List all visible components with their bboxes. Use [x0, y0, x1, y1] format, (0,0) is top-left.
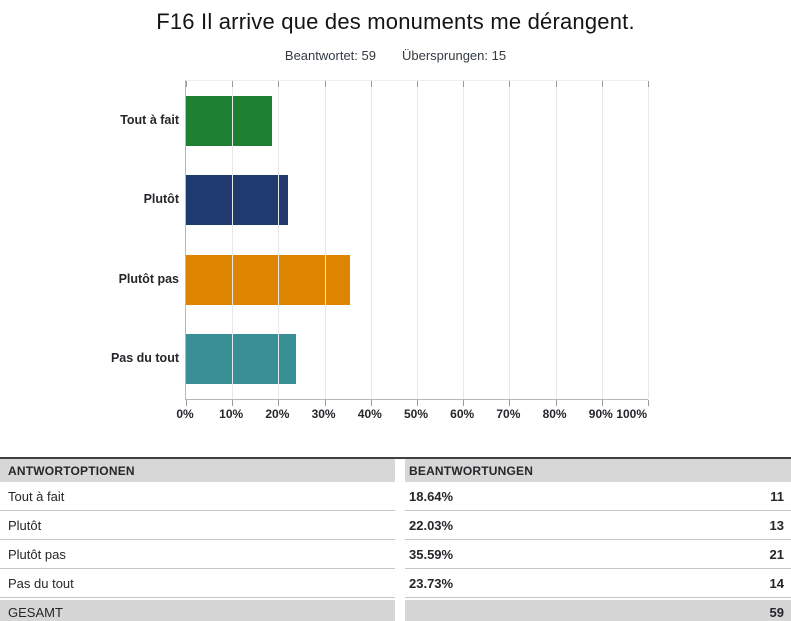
tick-mark [601, 81, 603, 87]
category-axis: Tout à fait Plutôt Plutôt pas Pas du tout [0, 80, 185, 398]
tick-mark [648, 400, 649, 406]
tick-mark [232, 81, 234, 87]
total-label: GESAMT [0, 600, 395, 621]
column-gap [395, 459, 405, 482]
count-cell: 13 [769, 517, 784, 533]
gridline [555, 81, 557, 399]
tick-mark [601, 400, 603, 406]
category-label: Plutôt [143, 192, 179, 207]
x-axis-label: 30% [311, 407, 336, 421]
table-header-responses: BEANTWORTUNGEN [409, 463, 534, 478]
tick-mark [278, 81, 280, 87]
tick-mark [417, 400, 418, 406]
tick-mark [370, 400, 372, 406]
percent-cell: 18.64% [409, 488, 454, 504]
x-axis-label: 80% [542, 407, 567, 421]
bars [186, 81, 648, 399]
count-cell: 21 [769, 546, 784, 562]
bar-chart: Tout à fait Plutôt Plutôt pas Pas du tout 0… [0, 80, 791, 424]
tick-mark [555, 81, 557, 87]
tick-mark [648, 81, 649, 87]
question-title: F16 Il arrive que des monuments me déran… [156, 9, 635, 34]
gridline [324, 81, 326, 399]
tick-mark [232, 400, 234, 406]
column-gap [395, 511, 405, 540]
tick-mark [509, 400, 511, 406]
tick-mark [370, 81, 372, 87]
tick-mark [555, 400, 557, 406]
tick-mark [186, 400, 187, 406]
tick-mark [186, 81, 187, 87]
total-count: 59 [769, 604, 784, 620]
option-cell: Pas du tout [0, 569, 395, 598]
answered-stat: Beantwortet: 59 [284, 48, 376, 63]
x-axis-label: 70% [496, 407, 521, 421]
column-gap [395, 600, 405, 621]
bar-plutôt-pas [186, 254, 351, 305]
bar-tout-à-fait [186, 95, 273, 146]
gridline [278, 81, 280, 399]
bar-pas-du-tout [186, 334, 296, 385]
option-cell: Plutôt pas [0, 540, 395, 569]
option-cell: Tout à fait [0, 482, 395, 511]
table-header-options: ANTWORTOPTIONEN [0, 459, 395, 482]
option-cell: Plutôt [0, 511, 395, 540]
column-gap [395, 569, 405, 598]
x-axis-label: 40% [357, 407, 382, 421]
table-row: Tout à fait 18.64% 11 [0, 482, 791, 511]
gridline [509, 81, 511, 399]
tick-mark [324, 81, 326, 87]
column-gap [395, 482, 405, 511]
percent-cell: 23.73% [409, 575, 454, 591]
gridline [232, 81, 234, 399]
tick-mark [324, 400, 326, 406]
bar-plutôt [186, 175, 288, 226]
tick-mark [278, 400, 280, 406]
x-axis: 0% 10% 20% 30% 40% 50% 60% 70% 80% 90% 100% [176, 400, 647, 424]
count-cell: 11 [770, 488, 784, 504]
response-stats: Beantwortet: 59 Übersprungen: 15 [0, 48, 791, 63]
results-table: ANTWORTOPTIONEN BEANTWORTUNGEN Tout à fa… [0, 457, 791, 621]
total-row: GESAMT 59 [0, 600, 791, 621]
x-axis-label: 60% [450, 407, 475, 421]
category-label: Plutôt pas [118, 271, 179, 286]
x-axis-label: 10% [219, 407, 244, 421]
table-row: Pas du tout 23.73% 14 [0, 569, 791, 598]
tick-mark [417, 81, 418, 87]
x-axis-label: 50% [403, 407, 429, 421]
tick-mark [463, 81, 465, 87]
x-axis-label: 100% [616, 407, 647, 421]
percent-cell: 22.03% [409, 517, 454, 533]
tick-mark [509, 81, 511, 87]
skipped-stat: Übersprungen: 15 [402, 48, 507, 63]
gridline [370, 81, 372, 399]
x-axis-label: 0% [176, 407, 194, 421]
gridline [463, 81, 465, 399]
gridline [417, 81, 418, 399]
x-axis-label: 90% [588, 407, 613, 421]
table-row: Plutôt pas 35.59% 21 [0, 540, 791, 569]
table-row: Plutôt 22.03% 13 [0, 511, 791, 540]
category-label: Pas du tout [110, 351, 179, 366]
gridline [601, 81, 603, 399]
category-label: Tout à fait [120, 112, 179, 127]
column-gap [395, 540, 405, 569]
tick-mark [463, 400, 465, 406]
count-cell: 14 [769, 575, 784, 591]
plot-area [185, 80, 649, 406]
table-header-row: ANTWORTOPTIONEN BEANTWORTUNGEN [0, 459, 791, 482]
x-axis-label: 20% [265, 407, 290, 421]
percent-cell: 35.59% [409, 546, 454, 562]
gridline [648, 81, 649, 399]
